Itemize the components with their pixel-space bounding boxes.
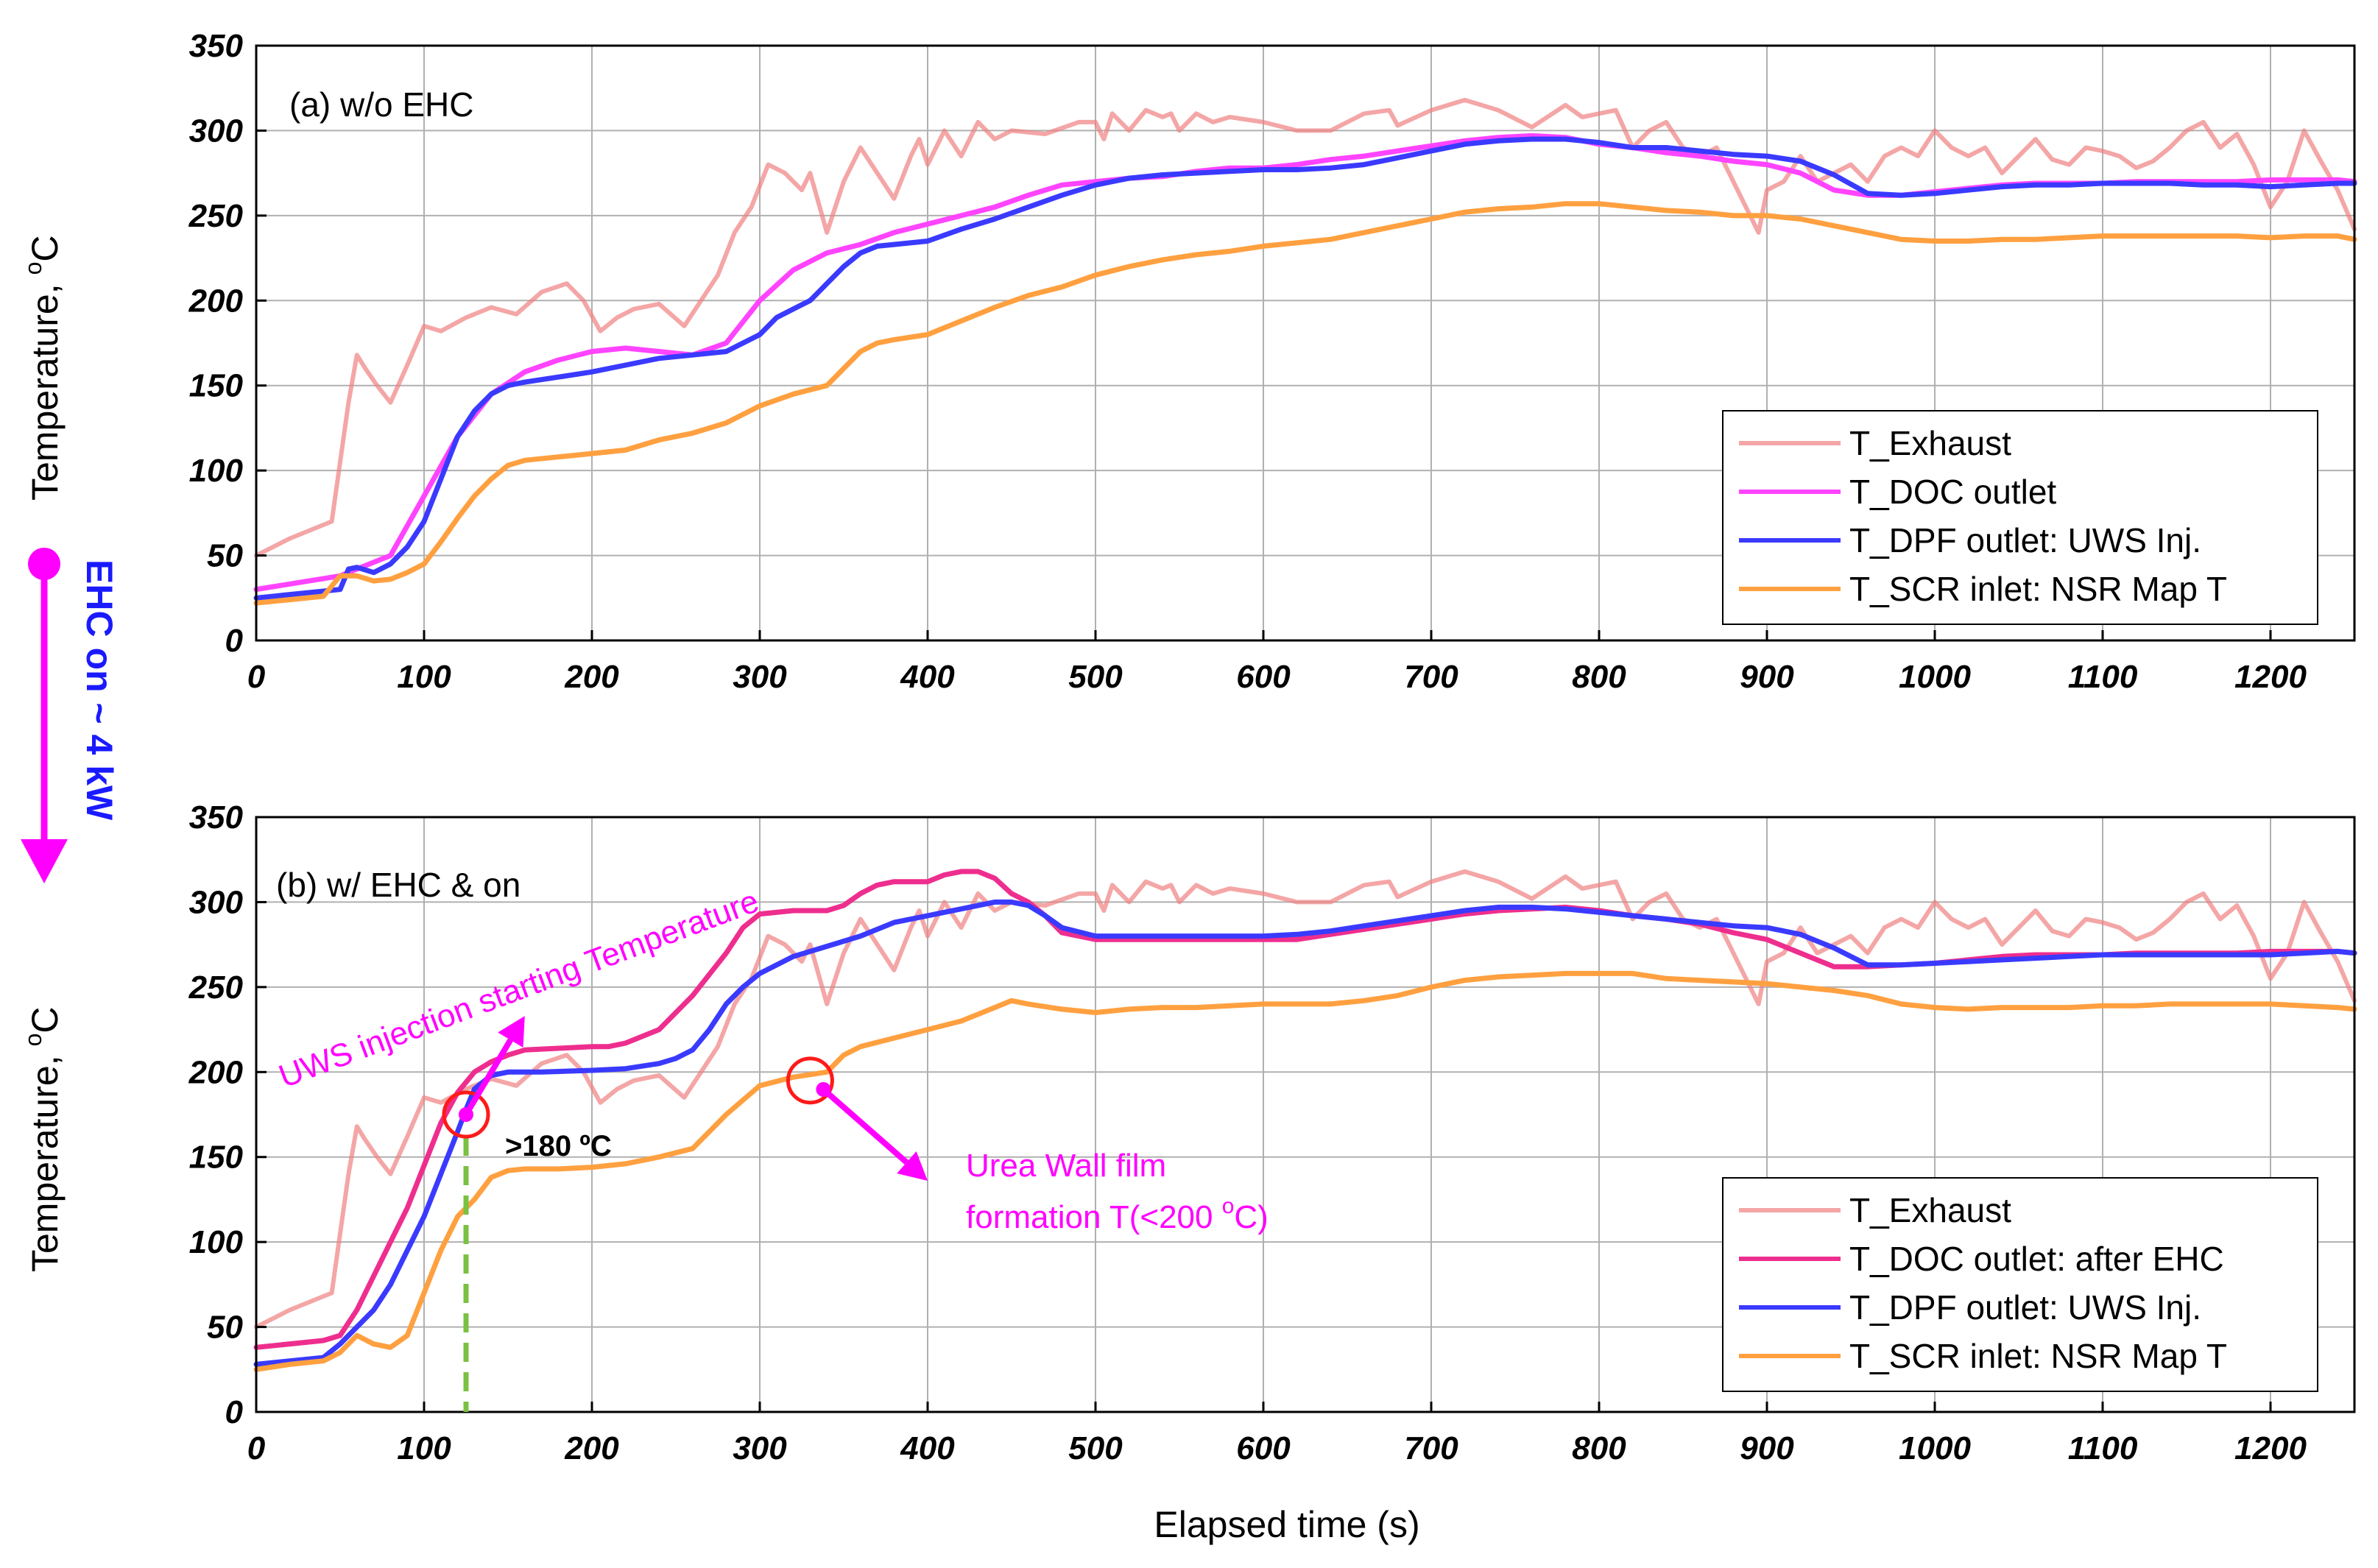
x-tick-label-0: 0	[247, 659, 266, 695]
panel-a-ylabel-main: Temperature,	[24, 283, 66, 501]
x-axis-label: Elapsed time (s)	[1154, 1504, 1419, 1545]
panel-a-series	[253, 97, 2357, 606]
x-tick-label-900: 900	[1740, 659, 1794, 695]
panel-b-ylabel-main: Temperature,	[24, 1055, 66, 1272]
y-tick-label-100: 100	[189, 453, 244, 489]
urea-film-text-post: C)	[1234, 1199, 1268, 1235]
x-tick-label-700: 700	[1404, 659, 1458, 695]
panel-a-chart: 0 100 200 300 400 500 600 700 800 900 1000 1100 1200…	[188, 28, 2357, 695]
series-line-a-3	[253, 201, 2357, 606]
panel-a-ticks: 0 100 200 300 400 500 600 700 800 900 1000 1100 1200…	[188, 28, 2307, 695]
series-line-b-2	[253, 899, 2357, 1367]
ehc-on-indicator: EHC on ~ 4 kW	[21, 548, 120, 883]
ehc-on-label: EHC on ~ 4 kW	[79, 559, 120, 821]
legend-a-label-scr: T_SCR inlet: NSR Map T	[1849, 570, 2227, 608]
legend-b-label-dpf: T_DPF outlet: UWS Inj.	[1849, 1288, 2201, 1327]
y-tick-label-300: 300	[189, 884, 244, 920]
x-tick-label-100: 100	[397, 1430, 451, 1466]
y-tick-label-350: 350	[189, 799, 244, 836]
y-tick-label-0: 0	[225, 1394, 244, 1430]
x-tick-label-300: 300	[733, 1430, 787, 1466]
threshold-label: >180 ºC	[505, 1130, 612, 1162]
series-line-b-0	[254, 869, 2357, 1329]
y-tick-label-50: 50	[207, 538, 243, 574]
y-tick-label-50: 50	[207, 1310, 243, 1346]
x-tick-label-600: 600	[1236, 1430, 1291, 1466]
panel-b-legend: T_Exhaust T_DOC outlet: after EHC T_DPF …	[1722, 1177, 2318, 1392]
legend-a-label-exhaust: T_Exhaust	[1849, 424, 2011, 462]
panel-b-y-axis-label: Temperature, oC	[20, 1007, 66, 1273]
urea-film-text-pre: formation T(<200	[966, 1199, 1222, 1235]
urea-film-arrow-head	[897, 1151, 928, 1182]
x-tick-label-700: 700	[1404, 1430, 1458, 1466]
urea-film-text-line2: formation T(<200 oC)	[966, 1194, 1269, 1235]
y-tick-label-350: 350	[189, 28, 244, 64]
panel-a-frame	[255, 44, 2356, 642]
panel-a-title: (a) w/o EHC	[289, 85, 473, 124]
panel-a-legend: T_Exhaust T_DOC outlet T_DPF outlet: UWS…	[1722, 410, 2318, 625]
y-tick-label-100: 100	[189, 1224, 244, 1260]
panel-b-ticks: 0 100 200 300 400 500 600 700 800 900 1000 1100 1200…	[188, 799, 2307, 1466]
legend-b-label-doc: T_DOC outlet: after EHC	[1849, 1240, 2224, 1278]
x-tick-label-1000: 1000	[1899, 1430, 1971, 1466]
x-tick-label-400: 400	[900, 1430, 955, 1466]
x-tick-label-0: 0	[247, 1430, 266, 1466]
y-tick-label-250: 250	[188, 198, 244, 234]
x-tick-label-200: 200	[564, 659, 619, 695]
x-tick-label-1200: 1200	[2234, 659, 2307, 695]
x-tick-label-600: 600	[1236, 659, 1291, 695]
x-tick-label-1000: 1000	[1899, 659, 1971, 695]
y-tick-label-200: 200	[188, 283, 244, 319]
series-line-a-0	[254, 97, 2357, 558]
x-tick-label-800: 800	[1572, 1430, 1626, 1466]
panel-b-ylabel-sup: o	[20, 1034, 46, 1047]
panel-a-ylabel-unit: C	[24, 236, 66, 262]
panel-a-ylabel-sup: o	[20, 262, 46, 275]
y-tick-label-0: 0	[225, 623, 244, 659]
y-tick-label-200: 200	[188, 1054, 244, 1090]
panel-b-series	[253, 869, 2357, 1372]
urea-film-text-sup: o	[1222, 1194, 1235, 1218]
x-tick-label-400: 400	[900, 659, 955, 695]
series-line-b-3	[253, 970, 2357, 1372]
legend-a-label-doc: T_DOC outlet	[1849, 473, 2056, 511]
x-tick-label-900: 900	[1740, 1430, 1794, 1466]
panel-b-ylabel-unit: C	[24, 1007, 66, 1034]
x-tick-label-300: 300	[733, 659, 787, 695]
uws-start-arrow	[463, 1038, 513, 1117]
x-tick-label-100: 100	[397, 659, 451, 695]
legend-b-label-scr: T_SCR inlet: NSR Map T	[1849, 1337, 2227, 1375]
y-tick-label-300: 300	[189, 113, 244, 149]
y-tick-label-250: 250	[188, 970, 244, 1006]
urea-film-arrow	[821, 1087, 909, 1165]
x-tick-label-800: 800	[1572, 659, 1626, 695]
panel-b-frame	[255, 816, 2356, 1413]
legend-a-label-dpf: T_DPF outlet: UWS Inj.	[1849, 521, 2201, 559]
ehc-down-arrow-head	[21, 839, 68, 883]
panel-b-title: (b) w/ EHC & on	[276, 866, 521, 904]
uws-start-arrow-head	[498, 1016, 525, 1048]
x-tick-label-1200: 1200	[2234, 1430, 2307, 1466]
y-tick-label-150: 150	[189, 1140, 244, 1176]
x-tick-label-500: 500	[1068, 1430, 1123, 1466]
urea-film-marker-circle	[786, 1056, 834, 1105]
x-tick-label-1100: 1100	[2068, 659, 2138, 695]
x-tick-label-500: 500	[1068, 659, 1123, 695]
x-tick-label-1100: 1100	[2068, 1430, 2138, 1466]
series-line-a-2	[253, 136, 2357, 601]
y-tick-label-150: 150	[189, 368, 244, 404]
x-tick-label-200: 200	[564, 1430, 619, 1466]
urea-film-text-line1: Urea Wall film	[966, 1148, 1166, 1184]
uws-start-marker-circle	[442, 1090, 490, 1139]
legend-b-label-exhaust: T_Exhaust	[1849, 1191, 2011, 1229]
panel-a-y-axis-label: Temperature, oC	[20, 236, 66, 501]
